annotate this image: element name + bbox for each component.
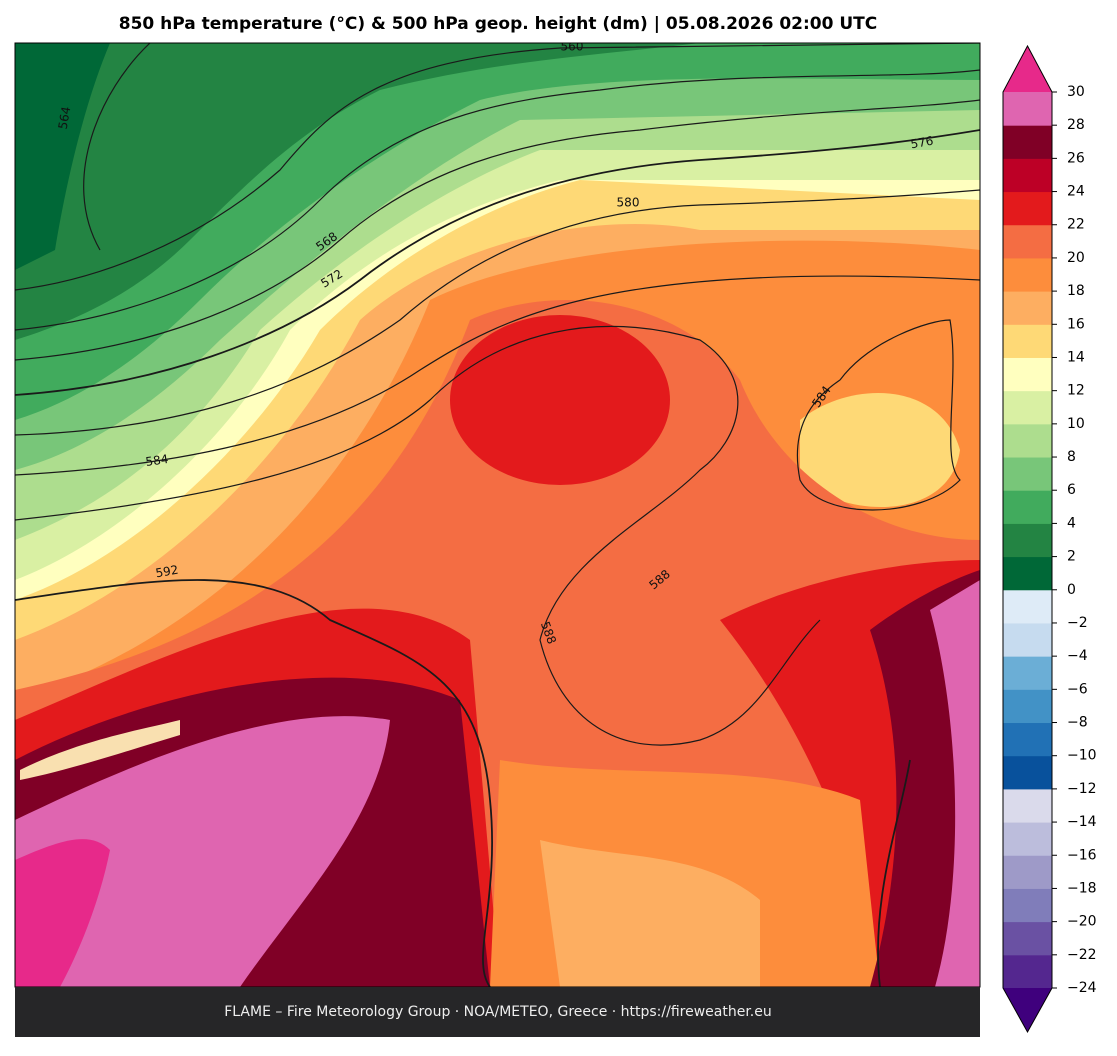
contour-label: 564 [56, 105, 74, 130]
colorbar-bin [1003, 523, 1052, 558]
colorbar-tick-label: 4 [1067, 515, 1076, 531]
colorbar-over [1003, 46, 1052, 92]
temp-area [930, 580, 980, 987]
colorbar-tick-label: −10 [1067, 748, 1097, 764]
colorbar-tick-label: 0 [1067, 582, 1076, 598]
contour-line [15, 43, 980, 291]
colorbar-tick-label: −4 [1067, 648, 1088, 664]
colorbar-tick-label: −14 [1067, 814, 1097, 830]
colorbar-tick-label: −12 [1067, 781, 1097, 797]
contour-line [15, 275, 980, 476]
colorbar-tick-label: 24 [1067, 184, 1085, 200]
colorbar-bin [1003, 257, 1052, 292]
colorbar-bin [1003, 689, 1052, 724]
colorbar-tick-label: 6 [1067, 482, 1076, 498]
contour-label: 592 [154, 563, 179, 581]
colorbar-bin [1003, 954, 1052, 989]
title: 850 hPa temperature (°C) & 500 hPa geop.… [119, 14, 878, 34]
colorbar-bin [1003, 722, 1052, 757]
colorbar-tick-label: 26 [1067, 150, 1085, 166]
colorbar-bin [1003, 224, 1052, 259]
colorbar-bin [1003, 855, 1052, 889]
footer-bar [15, 987, 980, 1037]
colorbar-bin [1003, 357, 1052, 392]
colorbar-bin [1003, 921, 1052, 956]
colorbar-bin [1003, 390, 1052, 425]
contour-line [15, 129, 980, 396]
colorbar-tick-label: 30 [1067, 84, 1085, 100]
temp-area [15, 716, 390, 987]
colorbar-bin [1003, 822, 1052, 856]
colorbar: −24−22−20−18−16−14−12−10−8−6−4−202468101… [1002, 44, 1097, 1034]
colorbar-bin [1003, 490, 1052, 524]
colorbar-tick-label: −16 [1067, 847, 1097, 863]
temp-area [20, 720, 180, 780]
contour-line [15, 579, 493, 987]
colorbar-tick-label: 16 [1067, 316, 1085, 332]
temp-area [15, 839, 110, 987]
colorbar-tick-label: −20 [1067, 914, 1097, 930]
contour-label: 576 [909, 134, 934, 152]
contour-line [15, 325, 821, 746]
colorbar-bin [1003, 125, 1052, 159]
colorbar-tick-label: −24 [1067, 980, 1097, 996]
colorbar-tick-label: 22 [1067, 217, 1085, 233]
colorbar-tick-label: 28 [1067, 117, 1085, 133]
colorbar-tick-label: 10 [1067, 416, 1085, 432]
colorbar-tick-label: 12 [1067, 383, 1085, 399]
colorbar-tick-label: −6 [1067, 681, 1088, 697]
contour-line [796, 319, 961, 511]
contour-line [15, 69, 980, 331]
contour-label: 584 [145, 452, 170, 469]
temp-area [800, 392, 960, 508]
colorbar-bin [1003, 888, 1052, 923]
colorbar-under [1003, 988, 1052, 1032]
contour-label: 580 [617, 196, 640, 210]
footer-text: FLAME – Fire Meteorology Group · NOA/MET… [224, 1004, 772, 1020]
colorbar-tick-label: −8 [1067, 715, 1088, 731]
colorbar-tick-label: −2 [1067, 615, 1088, 631]
colorbar-tick-label: −22 [1067, 947, 1097, 963]
colorbar-bin [1003, 622, 1052, 657]
colorbar-bin [1003, 556, 1052, 591]
colorbar-tick-label: 20 [1067, 250, 1085, 266]
colorbar-bin [1003, 589, 1052, 624]
colorbar-bin [1003, 158, 1052, 193]
temp-area [15, 43, 110, 270]
contour-line [15, 189, 980, 436]
contour-line [15, 99, 980, 361]
temp-area [450, 315, 670, 485]
colorbar-bin [1003, 755, 1052, 790]
colorbar-tick-label: −18 [1067, 880, 1097, 896]
temp-area [540, 840, 760, 987]
colorbar-tick-label: 2 [1067, 549, 1076, 565]
contour-label: 560 [561, 40, 584, 54]
colorbar-bin [1003, 788, 1052, 823]
colorbar-bin [1003, 457, 1052, 491]
contour-line [83, 43, 151, 251]
contours [15, 43, 980, 987]
colorbar-bin [1003, 92, 1052, 126]
colorbar-bin [1003, 324, 1052, 358]
colorbar-tick-label: 8 [1067, 449, 1076, 465]
colorbar-tick-label: 14 [1067, 349, 1085, 365]
colorbar-bin [1003, 656, 1052, 690]
colorbar-bin [1003, 291, 1052, 325]
colorbar-tick-label: 18 [1067, 283, 1085, 299]
temp-area [15, 43, 700, 340]
contour-line [877, 759, 911, 987]
colorbar-bin [1003, 191, 1052, 226]
colorbar-bin [1003, 423, 1052, 458]
